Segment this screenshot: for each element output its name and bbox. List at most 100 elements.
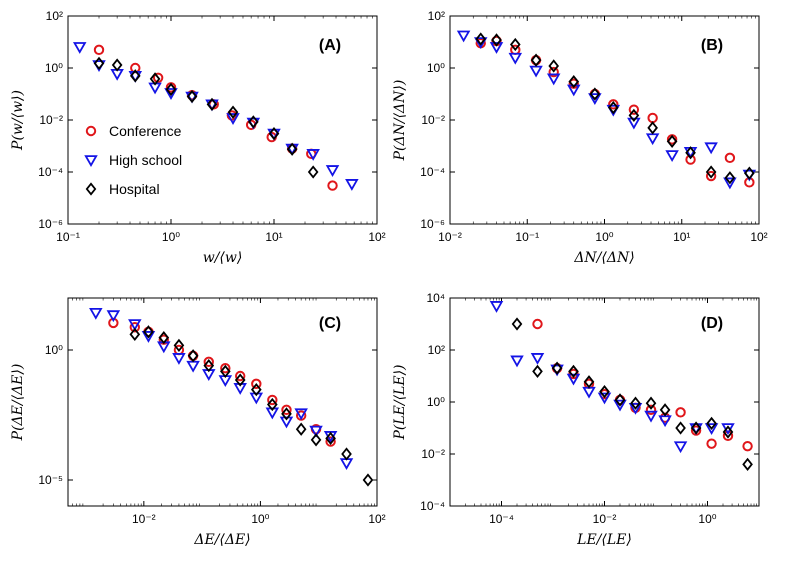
plot-frame — [67, 297, 378, 507]
data-point — [173, 338, 185, 353]
data-point — [566, 373, 581, 386]
panel-label: (D) — [701, 315, 723, 332]
data-point — [149, 72, 161, 86]
panel-label: (B) — [701, 37, 723, 54]
data-point — [724, 171, 736, 185]
data-point — [704, 142, 718, 155]
data-point — [345, 179, 359, 191]
data-point — [128, 319, 142, 332]
data-point — [722, 425, 734, 439]
data-point — [568, 364, 579, 379]
data-point — [279, 416, 294, 429]
legend-marker — [85, 182, 97, 196]
data-point — [310, 433, 322, 447]
data-point — [690, 421, 702, 435]
x-axis-label: ΔN/⟨ΔN⟩ — [573, 250, 634, 266]
data-point — [568, 74, 580, 89]
data-point — [234, 373, 246, 387]
data-point — [706, 416, 717, 431]
data-point — [546, 73, 561, 86]
data-point — [456, 30, 471, 43]
data-point — [628, 108, 640, 123]
panel-2: 10⁻² 10⁻¹ 10⁰ 10¹ 10² 10⁻⁶ 10⁻⁴ 10⁻² 10⁰ 10² ΔN/⟨Δ… — [392, 9, 768, 266]
data-point — [165, 82, 177, 97]
data-point — [295, 422, 307, 436]
panel-4: 10⁻⁴ 10⁻² 10⁰ 10⁻⁴ 10⁻² 10⁰ 10² 10⁴ LE/⟨LE⟩ P(LE/… — [392, 291, 760, 548]
data-point — [187, 349, 199, 363]
y-tick-label: 10⁻² — [421, 447, 445, 461]
y-tick-label: 10⁰ — [427, 395, 445, 409]
data-point — [628, 402, 643, 415]
x-tick-label: 10² — [750, 230, 767, 244]
data-point — [93, 44, 105, 56]
x-tick-label: 10⁻¹ — [515, 230, 539, 244]
y-tick-label: 10² — [428, 9, 445, 23]
data-point — [93, 56, 105, 71]
data-point — [704, 423, 719, 436]
y-tick-label: 10⁻⁴ — [420, 499, 445, 513]
x-axis-label: w/⟨w⟩ — [203, 250, 243, 266]
data-point — [645, 404, 657, 416]
data-point — [608, 99, 619, 110]
data-point — [508, 52, 523, 65]
series-hospital — [511, 317, 753, 471]
data-point — [325, 165, 340, 177]
data-point — [706, 438, 717, 449]
legend-entry: Conference — [109, 123, 182, 139]
data-point — [203, 356, 214, 368]
data-point — [491, 33, 502, 47]
data-point — [226, 113, 240, 125]
legend-marker — [85, 125, 97, 137]
x-tick-label: 10¹ — [265, 230, 282, 244]
data-point — [511, 317, 523, 331]
data-point — [220, 362, 231, 374]
data-point — [742, 457, 753, 471]
y-axis-label: P(ΔE/⟨ΔE⟩) — [10, 364, 26, 442]
data-point — [106, 310, 121, 323]
data-point — [327, 180, 338, 191]
data-point — [666, 134, 678, 149]
y-tick-label: 10⁻⁶ — [38, 217, 63, 231]
data-point — [705, 165, 717, 179]
x-tick-label: 10⁻² — [593, 512, 617, 526]
data-point — [599, 385, 610, 399]
x-tick-label: 10⁰ — [251, 512, 269, 526]
data-point — [647, 121, 658, 135]
data-point — [203, 359, 215, 373]
x-tick-label: 10¹ — [673, 230, 690, 244]
x-axis-label: LE/⟨LE⟩ — [576, 532, 632, 548]
data-point — [475, 32, 487, 46]
data-point — [325, 436, 336, 447]
data-point — [630, 396, 641, 410]
data-point — [268, 126, 280, 141]
data-point — [158, 330, 170, 345]
data-point — [644, 410, 658, 423]
data-point — [220, 364, 231, 379]
y-tick-label: 10⁻² — [39, 113, 63, 127]
data-point — [341, 447, 352, 461]
x-tick-label: 10⁻² — [438, 230, 462, 244]
data-point — [597, 392, 612, 405]
data-point — [532, 318, 543, 330]
data-point — [129, 327, 141, 341]
data-point — [614, 393, 626, 407]
data-point — [532, 364, 543, 379]
data-point — [742, 440, 753, 452]
data-point — [267, 397, 278, 412]
series-hospital — [475, 32, 755, 185]
data-point — [548, 59, 560, 73]
data-point — [294, 408, 308, 421]
x-tick-label: 10⁰ — [698, 512, 716, 526]
data-point — [111, 58, 123, 72]
minor-ticks — [98, 16, 373, 224]
legend-marker — [84, 155, 98, 168]
data-point — [530, 53, 542, 67]
data-point — [152, 72, 164, 83]
legend-entry: High school — [109, 152, 182, 168]
data-point — [530, 353, 545, 365]
data-point — [685, 146, 696, 160]
data-point — [645, 396, 657, 410]
data-point — [628, 104, 640, 115]
x-tick-label: 10² — [368, 230, 385, 244]
data-point — [589, 87, 601, 101]
